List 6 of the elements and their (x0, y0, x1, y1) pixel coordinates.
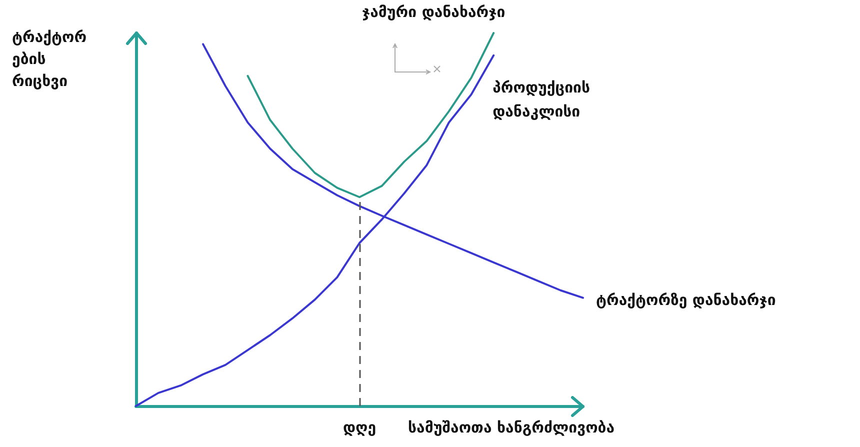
x-axis-title: სამუშაოთა ხანგრძლივობა (408, 418, 615, 436)
series-label: ტრაქტორზე დანახარჯი (596, 290, 776, 309)
text: დღე (342, 418, 376, 436)
y-axis-title: ტრაქტორ ების რიცხვი (12, 28, 87, 90)
series-label: პროდუქციის დანაკლისი (492, 78, 590, 120)
series-label: ჯამური დანახარჯი (362, 3, 506, 21)
